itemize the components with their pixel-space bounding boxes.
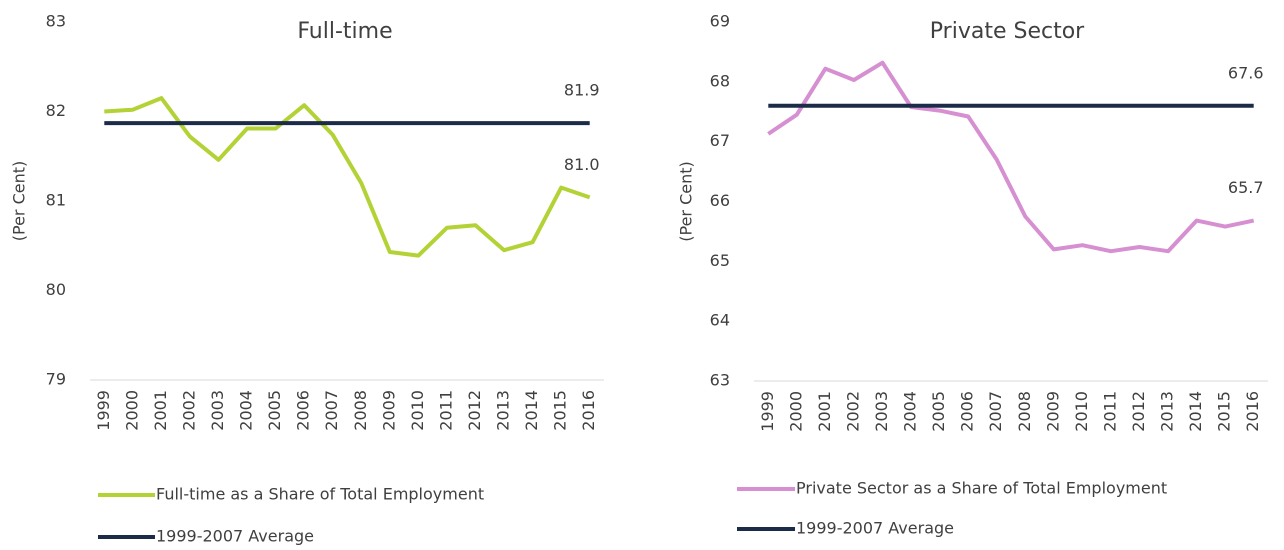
x-tick-label: 2007 [322, 390, 341, 431]
x-tick-label: 2002 [179, 390, 198, 431]
x-tick-label: 2013 [494, 390, 513, 431]
x-tick-label: 2013 [1158, 391, 1177, 432]
x-tick-label: 2012 [1129, 391, 1148, 432]
x-tick-label: 2004 [237, 390, 256, 431]
x-tick-label: 2010 [408, 390, 427, 431]
x-tick-label: 2003 [872, 391, 891, 432]
x-tick-label: 2005 [929, 391, 948, 432]
chart-title: Private Sector [930, 19, 1085, 44]
y-tick-label: 64 [710, 311, 730, 330]
y-tick-label: 82 [46, 101, 66, 120]
y-tick-label: 66 [710, 191, 730, 210]
x-tick-label: 2016 [579, 390, 598, 431]
y-tick-label: 79 [46, 370, 66, 389]
series-line [767, 60, 1255, 254]
x-tick-label: 2002 [843, 391, 862, 432]
x-tick-label: 2014 [522, 390, 541, 431]
y-tick-label: 80 [46, 280, 66, 299]
y-axis-title: (Per Cent) [677, 161, 696, 242]
y-tick-label: 83 [46, 12, 66, 31]
x-tick-label: 1999 [758, 391, 777, 432]
legend-label: Private Sector as a Share of Total Emplo… [796, 479, 1167, 498]
y-tick-label: 65 [710, 251, 730, 270]
data-label: 65.7 [1228, 178, 1264, 197]
y-tick-label: 69 [710, 12, 730, 31]
x-tick-label: 2009 [379, 390, 398, 431]
x-tick-label: 2000 [786, 391, 805, 432]
x-tick-label: 2005 [265, 390, 284, 431]
series-line [104, 96, 591, 258]
x-tick-label: 1999 [94, 390, 113, 431]
x-tick-label: 2016 [1243, 391, 1262, 432]
x-tick-label: 2001 [151, 390, 170, 431]
x-tick-label: 2008 [1015, 391, 1034, 432]
y-tick-label: 81 [46, 191, 66, 210]
legend-label: Full-time as a Share of Total Employment [156, 485, 484, 504]
x-tick-label: 2009 [1043, 391, 1062, 432]
x-tick-label: 2014 [1186, 391, 1205, 432]
x-tick-label: 2012 [465, 390, 484, 431]
x-tick-label: 2006 [294, 390, 313, 431]
legend-label: 1999-2007 Average [796, 519, 954, 538]
y-axis-title: (Per Cent) [10, 161, 29, 242]
y-tick-label: 67 [710, 131, 730, 150]
x-tick-label: 2004 [901, 391, 920, 432]
x-tick-label: 2000 [122, 390, 141, 431]
data-label: 67.6 [1228, 63, 1264, 82]
y-tick-label: 68 [710, 71, 730, 90]
x-tick-label: 2007 [986, 391, 1005, 432]
x-tick-label: 2011 [1100, 391, 1119, 432]
x-tick-label: 2011 [436, 390, 455, 431]
chart-title: Full-time [297, 19, 392, 44]
data-label: 81.0 [564, 155, 600, 174]
data-label: 81.9 [564, 81, 600, 100]
y-tick-label: 63 [710, 371, 730, 390]
x-tick-label: 2015 [1215, 391, 1234, 432]
x-tick-label: 2006 [958, 391, 977, 432]
x-tick-label: 2008 [351, 390, 370, 431]
x-tick-label: 2010 [1072, 391, 1091, 432]
x-tick-label: 2015 [551, 390, 570, 431]
legend-label: 1999-2007 Average [156, 527, 314, 546]
x-tick-label: 2001 [815, 391, 834, 432]
x-tick-label: 2003 [208, 390, 227, 431]
